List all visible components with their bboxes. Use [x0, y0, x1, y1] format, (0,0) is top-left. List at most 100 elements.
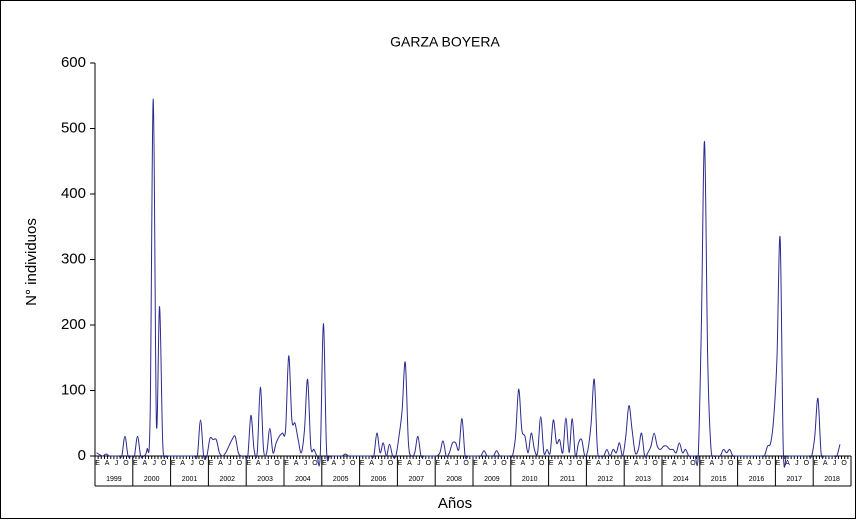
x-tick-label: E [776, 460, 781, 467]
year-label: 2014 [673, 476, 689, 483]
x-tick-label: A [483, 460, 488, 467]
chart-title: GARZA BOYERA [390, 34, 500, 50]
x-tick-label: J [644, 460, 648, 467]
y-tick-label: 0 [78, 447, 86, 464]
x-tick-label: J [757, 460, 761, 467]
x-tick-label: E [738, 460, 743, 467]
x-tick-label: O [161, 460, 167, 467]
x-tick-label: J [720, 460, 724, 467]
x-tick-label: J [531, 460, 535, 467]
y-tick-label: 400 [61, 185, 86, 202]
year-label: 2006 [371, 476, 387, 483]
y-tick-label: 100 [61, 381, 86, 398]
x-tick-label: J [833, 460, 837, 467]
x-tick-label: J [342, 460, 346, 467]
x-tick-label: A [369, 460, 374, 467]
x-tick-label: A [445, 460, 450, 467]
x-tick-label: A [672, 460, 677, 467]
x-tick-label: J [493, 460, 497, 467]
x-tick-label: A [596, 460, 601, 467]
x-tick-label: E [95, 460, 100, 467]
x-tick-label: E [360, 460, 365, 467]
x-tick-label: O [426, 460, 432, 467]
x-tick-label: A [105, 460, 110, 467]
x-tick-label: A [256, 460, 261, 467]
x-tick-label: E [587, 460, 592, 467]
year-label: 2017 [787, 476, 803, 483]
x-tick-label: O [841, 460, 847, 467]
x-tick-label: A [520, 460, 525, 467]
x-tick-label: J [190, 460, 194, 467]
x-tick-label: O [274, 460, 280, 467]
x-tick-label: J [455, 460, 459, 467]
y-tick-label: 300 [61, 250, 86, 267]
year-label: 2008 [446, 476, 462, 483]
year-label: 2003 [257, 476, 273, 483]
x-tick-label: E [171, 460, 176, 467]
x-tick-label: J [115, 460, 119, 467]
x-tick-label: O [199, 460, 205, 467]
x-tick-label: J [266, 460, 270, 467]
x-tick-label: E [511, 460, 516, 467]
year-label: 2002 [220, 476, 236, 483]
x-tick-label: O [463, 460, 469, 467]
x-tick-label: O [123, 460, 129, 467]
x-tick-label: E [624, 460, 629, 467]
x-tick-label: E [322, 460, 327, 467]
y-tick-label: 600 [61, 54, 86, 71]
x-tick-label: O [690, 460, 696, 467]
x-tick-label: J [606, 460, 610, 467]
year-label: 2013 [635, 476, 651, 483]
x-tick-label: A [747, 460, 752, 467]
x-tick-label: E [209, 460, 214, 467]
year-label: 1999 [106, 476, 122, 483]
x-tick-label: O [350, 460, 356, 467]
x-tick-label: J [304, 460, 308, 467]
x-tick-label: A [142, 460, 147, 467]
y-axis-title: N° individuos [23, 218, 40, 306]
x-tick-label: J [795, 460, 799, 467]
x-tick-label: O [615, 460, 621, 467]
x-tick-label: A [294, 460, 299, 467]
year-label: 2000 [144, 476, 160, 483]
x-tick-label: J [568, 460, 572, 467]
x-tick-label: O [728, 460, 734, 467]
year-label: 2016 [749, 476, 765, 483]
year-label: 2007 [409, 476, 425, 483]
x-tick-label: O [501, 460, 507, 467]
x-tick-label: O [766, 460, 772, 467]
x-tick-label: A [823, 460, 828, 467]
x-tick-label: O [237, 460, 243, 467]
x-tick-label: A [634, 460, 639, 467]
x-tick-label: E [700, 460, 705, 467]
x-tick-label: E [549, 460, 554, 467]
y-tick-label: 200 [61, 316, 86, 333]
x-tick-label: E [813, 460, 818, 467]
x-tick-label: E [398, 460, 403, 467]
year-label: 2015 [711, 476, 727, 483]
x-tick-label: E [246, 460, 251, 467]
x-tick-label: E [473, 460, 478, 467]
x-tick-label: A [407, 460, 412, 467]
x-tick-label: A [785, 460, 790, 467]
year-label: 2009 [484, 476, 500, 483]
x-tick-label: O [312, 460, 318, 467]
x-tick-label: A [558, 460, 563, 467]
year-label: 2005 [333, 476, 349, 483]
x-tick-label: J [379, 460, 383, 467]
year-label: 2010 [522, 476, 538, 483]
year-label: 2011 [560, 476, 575, 483]
data-line [96, 98, 841, 468]
x-tick-label: E [284, 460, 289, 467]
x-tick-label: A [331, 460, 336, 467]
x-tick-label: J [417, 460, 421, 467]
x-tick-label: A [218, 460, 223, 467]
year-label: 2012 [598, 476, 614, 483]
x-tick-label: E [133, 460, 138, 467]
x-tick-label: O [388, 460, 394, 467]
x-tick-label: O [652, 460, 658, 467]
year-label: 2018 [824, 476, 840, 483]
year-label: 2004 [295, 476, 311, 483]
